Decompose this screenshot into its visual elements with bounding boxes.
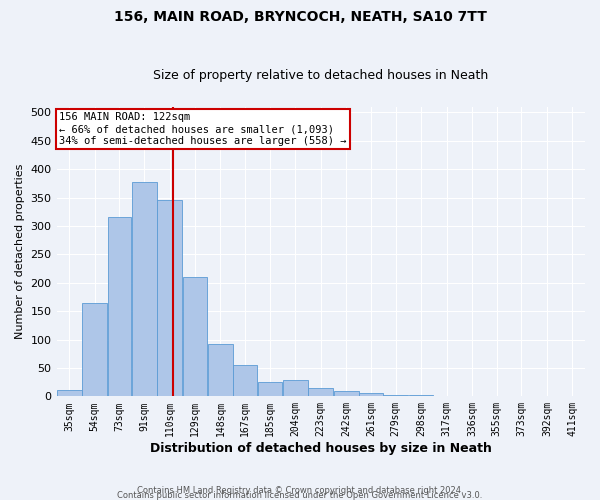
Bar (334, 391, 359, 396)
Bar (383, 394, 408, 396)
Text: Contains HM Land Registry data © Crown copyright and database right 2024.: Contains HM Land Registry data © Crown c… (137, 486, 463, 495)
Title: Size of property relative to detached houses in Neath: Size of property relative to detached ho… (153, 69, 488, 82)
Bar (182, 277, 208, 396)
Text: 156 MAIN ROAD: 122sqm
← 66% of detached houses are smaller (1,093)
34% of semi-d: 156 MAIN ROAD: 122sqm ← 66% of detached … (59, 112, 347, 146)
Bar (157, 200, 182, 396)
Text: 156, MAIN ROAD, BRYNCOCH, NEATH, SA10 7TT: 156, MAIN ROAD, BRYNCOCH, NEATH, SA10 7T… (113, 10, 487, 24)
Bar (308, 388, 333, 396)
Text: Contains public sector information licensed under the Open Government Licence v3: Contains public sector information licen… (118, 490, 482, 500)
X-axis label: Distribution of detached houses by size in Neath: Distribution of detached houses by size … (150, 442, 492, 455)
Bar (57, 390, 82, 396)
Bar (283, 380, 308, 396)
Y-axis label: Number of detached properties: Number of detached properties (15, 164, 25, 339)
Bar (208, 344, 233, 396)
Bar (82, 302, 107, 396)
Bar (132, 182, 157, 396)
Bar (359, 394, 383, 396)
Bar (108, 218, 131, 396)
Bar (233, 365, 257, 396)
Bar (257, 382, 283, 396)
Bar (409, 395, 433, 396)
